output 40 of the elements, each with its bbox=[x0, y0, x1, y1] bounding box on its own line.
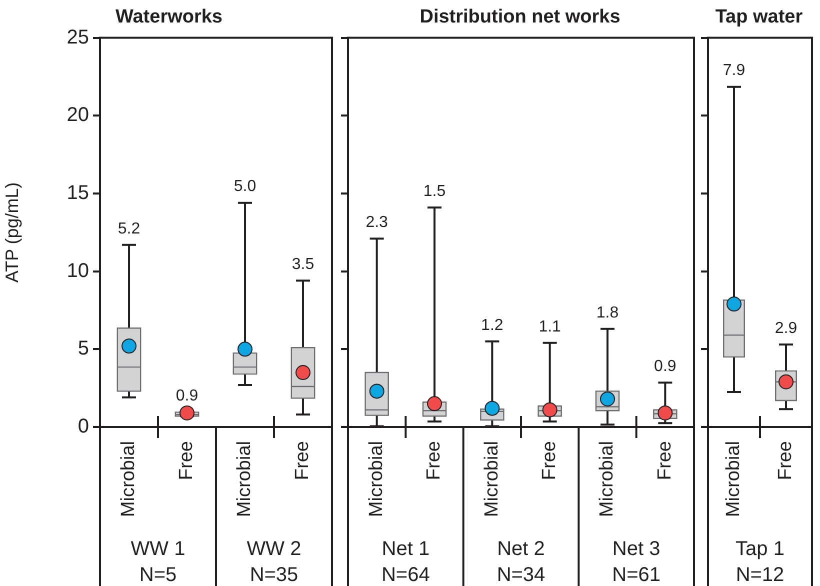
text: 5.0 bbox=[234, 178, 256, 196]
text: 5.2 bbox=[118, 220, 140, 238]
y-tick-label: 10 bbox=[66, 260, 89, 282]
chart-title: Waterworks bbox=[116, 6, 222, 28]
y-tick-label: 15 bbox=[66, 182, 89, 204]
text: 0.9 bbox=[176, 388, 198, 405]
text: Free bbox=[292, 441, 314, 480]
y-tick-label: 25 bbox=[66, 26, 89, 48]
x-tick-label: Net 3 N=61 bbox=[612, 538, 661, 586]
y-tick-label: 0 bbox=[78, 416, 89, 438]
text: 3.5 bbox=[292, 256, 314, 274]
text: 2.3 bbox=[366, 214, 388, 232]
text: Microbial bbox=[234, 441, 256, 518]
x-tick-label: Net 2 N=34 bbox=[496, 538, 546, 586]
text: 1.8 bbox=[596, 304, 619, 322]
text: Free bbox=[775, 441, 796, 480]
y-axis-title: ATP (pg/mL) bbox=[2, 182, 22, 283]
y-tick-label: 5 bbox=[78, 338, 89, 360]
text: Free bbox=[424, 441, 445, 480]
text: Microbial bbox=[366, 441, 388, 518]
x-tick-label: WW 1 N=5 bbox=[130, 538, 186, 586]
chart-title: Tap water bbox=[715, 6, 804, 28]
text: 0.9 bbox=[654, 358, 676, 376]
text: 1.2 bbox=[481, 316, 504, 334]
text: Microbial bbox=[481, 441, 502, 518]
x-tick-label: Tap 1 N=12 bbox=[736, 538, 784, 586]
text: 7.9 bbox=[722, 62, 746, 80]
text: Free bbox=[654, 441, 676, 480]
text: Free bbox=[539, 441, 560, 480]
x-tick-label: Net 1 N=64 bbox=[381, 538, 430, 586]
text: 1.5 bbox=[423, 182, 446, 200]
text: 2.9 bbox=[774, 320, 798, 337]
chart-title: Distribution net works bbox=[420, 6, 620, 28]
x-tick-label: WW 2 N=35 bbox=[246, 538, 302, 586]
text: Microbial bbox=[723, 441, 744, 518]
text: Microbial bbox=[118, 441, 140, 518]
text: 1.1 bbox=[538, 318, 561, 336]
text: Free bbox=[176, 441, 198, 480]
y-tick-label: 20 bbox=[66, 104, 89, 126]
text: Microbial bbox=[596, 441, 618, 518]
